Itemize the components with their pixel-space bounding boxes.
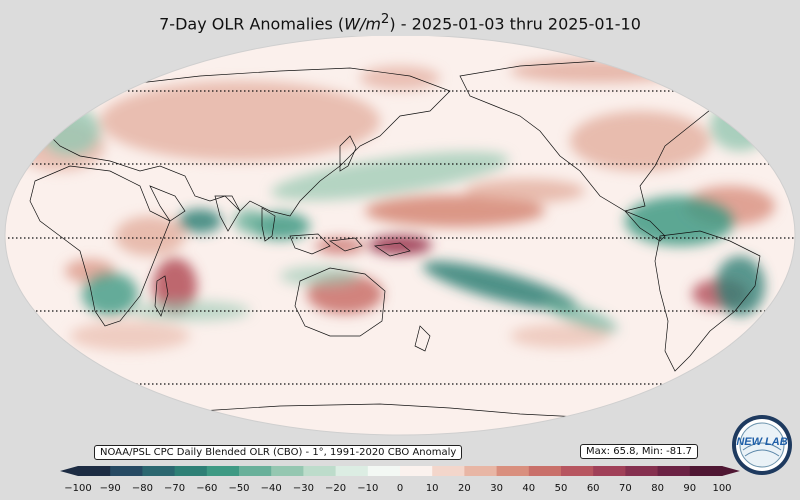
colorbar-swatch: [593, 466, 626, 476]
colorbar-swatch: [367, 466, 401, 476]
colorbar-tick-label: 40: [522, 483, 536, 494]
colorbar-swatch: [528, 466, 562, 476]
colorbar-max-arrow: [722, 466, 740, 476]
colorbar-tick-label: −40: [260, 483, 282, 494]
colorbar-swatch: [400, 466, 433, 476]
colorbar-tick-label: 100: [712, 483, 732, 494]
data-source-label: NOAA/PSL CPC Daily Blended OLR (CBO) - 1…: [94, 445, 463, 460]
globe-outline: [4, 36, 796, 436]
colorbar-tick-label: −60: [196, 483, 218, 494]
colorbar-swatch: [464, 466, 498, 476]
colorbar-tick-label: −20: [325, 483, 347, 494]
colorbar-tick-label: 70: [619, 483, 632, 494]
max-min-label: Max: 65.8, Min: -81.7: [580, 444, 699, 459]
logo-text: NEW LAB: [736, 436, 787, 448]
colorbar-swatch: [110, 466, 143, 476]
colorbar-swatch: [561, 466, 594, 476]
colorbar-tick-label: 30: [490, 483, 503, 494]
colorbar-tick-label: 0: [396, 483, 404, 494]
colorbar-tick-label: −10: [357, 483, 379, 494]
colorbar-swatch: [78, 466, 111, 476]
colorbar-tick-label: 10: [425, 483, 439, 494]
colorbar-swatch: [689, 466, 723, 476]
colorbar-tick-label: −50: [228, 483, 250, 494]
colorbar-swatch: [657, 466, 691, 476]
colorbar: [60, 466, 740, 476]
colorbar-tick-label: 20: [458, 483, 471, 494]
colorbar-swatch: [239, 466, 272, 476]
colorbar-min-arrow: [60, 466, 78, 476]
colorbar-swatch: [335, 466, 369, 476]
colorbar-tick-label: 60: [586, 483, 600, 494]
colorbar-tick-label: 90: [683, 483, 697, 494]
colorbar-tick-label: −30: [292, 483, 314, 494]
colorbar-swatch: [206, 466, 240, 476]
map-title: 7-Day OLR Anomalies (W/m2) - 2025-01-03 …: [159, 12, 641, 34]
colorbar-swatch: [432, 466, 465, 476]
colorbar-tick-label: −90: [99, 483, 121, 494]
colorbar-tick-label: 80: [651, 483, 664, 494]
colorbar-swatch: [271, 466, 304, 476]
anomaly-field: [15, 59, 775, 351]
colorbar-tick-label: −80: [131, 483, 153, 494]
colorbar-swatch: [303, 466, 337, 476]
colorbar-swatch: [174, 466, 208, 476]
olr-anomaly-map: [4, 36, 796, 436]
colorbar-tick-label: −100: [64, 483, 92, 494]
psl-logo: NEW LAB: [732, 415, 792, 475]
colorbar-tick-label: −70: [164, 483, 186, 494]
colorbar-swatch: [496, 466, 530, 476]
colorbar-swatch: [142, 466, 176, 476]
colorbar-tick-label: 50: [554, 483, 568, 494]
colorbar-swatch: [625, 466, 659, 476]
